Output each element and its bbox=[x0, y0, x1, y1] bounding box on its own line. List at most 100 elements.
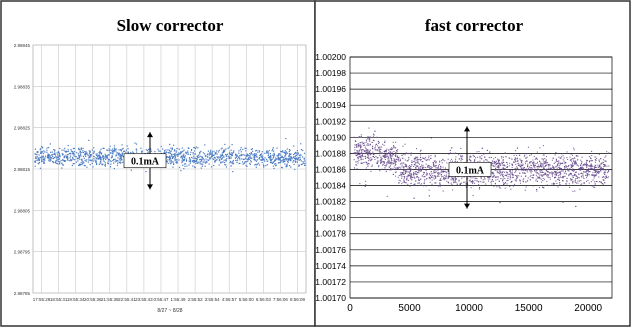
fast-point bbox=[391, 161, 393, 163]
fast-point bbox=[599, 181, 601, 183]
slow-point bbox=[52, 153, 54, 155]
slow-point bbox=[123, 150, 126, 152]
fast-point bbox=[477, 184, 480, 186]
slow-point bbox=[224, 161, 226, 164]
slow-point bbox=[226, 157, 228, 160]
fast-point bbox=[366, 149, 368, 151]
fast-point bbox=[537, 176, 539, 178]
slow-point bbox=[258, 164, 261, 166]
fast-y-tick: 1.00194 bbox=[315, 100, 346, 110]
slow-point bbox=[221, 158, 223, 160]
fast-point bbox=[408, 158, 410, 160]
fast-point bbox=[506, 172, 509, 174]
slow-point bbox=[260, 154, 262, 156]
slow-point bbox=[189, 162, 191, 164]
fast-point bbox=[398, 160, 400, 162]
fast-point bbox=[554, 171, 557, 173]
fast-point bbox=[570, 174, 572, 176]
slow-point bbox=[113, 145, 116, 147]
slow-point bbox=[242, 154, 244, 156]
slow-point bbox=[254, 159, 257, 161]
slow-point bbox=[278, 153, 281, 155]
fast-point bbox=[501, 157, 503, 159]
fast-point bbox=[520, 164, 522, 166]
slow-point bbox=[61, 167, 63, 169]
slow-point bbox=[41, 160, 43, 163]
fast-point bbox=[508, 157, 510, 159]
fast-point bbox=[445, 174, 448, 176]
slow-point bbox=[99, 158, 101, 160]
fast-point bbox=[443, 168, 445, 170]
fast-point bbox=[359, 145, 361, 147]
fast-point bbox=[477, 161, 479, 163]
fast-point bbox=[433, 171, 435, 173]
slow-point bbox=[99, 157, 101, 159]
slow-point bbox=[270, 157, 272, 159]
fast-point bbox=[515, 174, 517, 177]
fast-point bbox=[414, 158, 417, 160]
fast-point bbox=[356, 154, 358, 156]
fast-point bbox=[447, 170, 449, 172]
fast-point bbox=[361, 152, 363, 154]
fast-point bbox=[544, 163, 546, 165]
fast-point bbox=[574, 163, 576, 165]
slow-point bbox=[265, 151, 268, 153]
fast-point bbox=[429, 177, 431, 179]
slow-point bbox=[302, 161, 304, 163]
fast-point bbox=[545, 164, 547, 166]
fast-point bbox=[380, 161, 382, 163]
slow-point bbox=[266, 150, 268, 152]
fast-point bbox=[523, 155, 525, 157]
fast-point bbox=[558, 179, 560, 181]
slow-point bbox=[176, 158, 178, 161]
fast-point bbox=[545, 173, 547, 175]
slow-point bbox=[194, 150, 196, 152]
fast-point bbox=[586, 174, 589, 176]
fast-point bbox=[395, 161, 397, 163]
slow-point bbox=[249, 162, 251, 164]
fast-point bbox=[573, 173, 576, 175]
fast-point bbox=[569, 168, 571, 170]
fast-point bbox=[515, 169, 517, 171]
fast-point bbox=[418, 172, 420, 174]
slow-point bbox=[42, 159, 45, 161]
slow-point bbox=[72, 158, 74, 160]
fast-point bbox=[470, 156, 472, 158]
fast-point bbox=[450, 160, 452, 162]
fast-point bbox=[387, 161, 389, 163]
slow-point bbox=[115, 148, 117, 150]
fast-x-tick: 10000 bbox=[455, 303, 483, 314]
slow-point bbox=[281, 166, 283, 168]
fast-point bbox=[567, 158, 569, 161]
fast-point bbox=[431, 167, 433, 169]
slow-point bbox=[89, 163, 91, 166]
fast-point bbox=[582, 176, 584, 178]
fast-point bbox=[536, 172, 539, 174]
slow-point bbox=[90, 154, 93, 156]
slow-point bbox=[212, 154, 214, 157]
fast-point bbox=[590, 166, 592, 168]
fast-point bbox=[570, 153, 572, 155]
fast-point bbox=[460, 156, 462, 158]
fast-point bbox=[528, 166, 530, 168]
slow-point bbox=[257, 163, 259, 165]
slow-point bbox=[256, 164, 258, 166]
slow-point bbox=[135, 149, 138, 151]
fast-point bbox=[454, 181, 456, 183]
slow-point bbox=[284, 152, 286, 154]
slow-point bbox=[104, 165, 106, 167]
slow-point bbox=[300, 163, 302, 166]
fast-point bbox=[461, 177, 463, 179]
fast-point bbox=[522, 167, 524, 169]
slow-point bbox=[79, 151, 81, 153]
fast-point bbox=[429, 167, 431, 169]
fast-point bbox=[375, 149, 377, 151]
slow-point bbox=[210, 156, 213, 158]
slow-point bbox=[266, 160, 268, 162]
fast-point bbox=[544, 157, 546, 160]
slow-point bbox=[272, 161, 275, 163]
fast-point bbox=[389, 151, 391, 153]
slow-point bbox=[80, 163, 82, 166]
fast-point bbox=[577, 155, 579, 157]
fast-point bbox=[390, 147, 392, 149]
